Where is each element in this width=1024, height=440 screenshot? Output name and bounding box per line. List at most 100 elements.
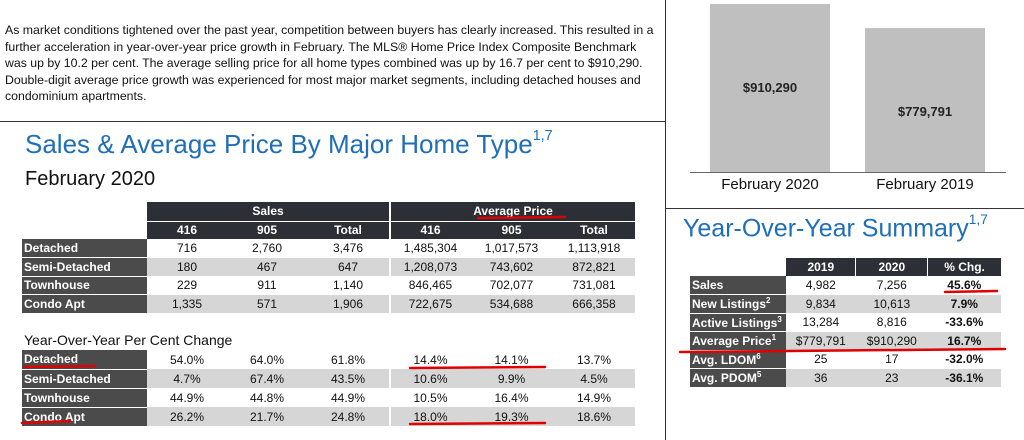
cell: 1,208,073 [389,257,470,276]
row: Semi-Detached 4.7% 67.4% 43.5% 10.6% 9.9% 4.5% [22,369,635,389]
cell: 44.9% [169,390,205,405]
cell: 1,485,304 [389,239,470,258]
cell: 722,675 [389,294,470,313]
label-sup: 2 [766,296,771,306]
row: Avg. LDOM6 25 17 -32.0% [690,350,1001,369]
subtitle: February 2020 [25,168,156,190]
cell: 4.5% [553,369,635,388]
row-label: Semi-Detached [22,257,147,277]
cell: 731,081 [572,278,616,293]
group-header: Sales Average Price [22,202,635,221]
column-header-cell: 416 [147,220,227,239]
summary-table: 2019 2020% Chg. Sales 4,982 7,256 45.6% New Li… [690,258,1001,388]
cell: 534,688 [470,294,553,313]
row-label: Avg. PDOM5 [690,368,786,388]
cell: 13.7% [576,352,612,367]
cell: 10.5% [389,388,470,407]
label-text: New Listings [692,297,767,312]
cell: 9.9% [470,369,553,388]
column-header-cell: 2019 [785,258,856,276]
column-header-cell: 2020 [855,258,928,276]
category-label: February 2020 [721,176,819,193]
cell: 16.4% [494,390,529,405]
row: Average Price1 $779,791 $910,290 16.7% [690,331,1001,351]
column-header: 2019 2020% Chg. [690,258,1001,276]
bar-value-label: $779,791 [898,104,952,119]
row: Active Listings3 13,284 8,816 -33.6% [690,313,1001,332]
cell: 467 [227,257,307,276]
intro-paragraph: As market conditions tightened over the … [5,23,654,104]
column-header-cell: 905 [227,220,307,239]
cell: 43.5% [307,369,390,388]
cell: 25 [814,352,828,367]
row: Semi-Detached 180 467 647 1,208,073 743,602 87… [22,257,635,277]
cell: 44.8% [249,390,285,405]
cell: 61.8% [330,352,366,367]
label-sup: 6 [756,351,761,361]
row-label: Semi-Detached [22,369,147,389]
label-text: Active Listings [692,315,778,330]
row-label: Townhouse [22,388,147,408]
label-text: Avg. LDOM [692,352,757,367]
row: New Listings2 9,834 10,613 7.9% [690,294,1001,314]
row-label: Townhouse [22,276,147,295]
row-label: Average Price1 [690,331,786,351]
label-text: Semi-Detached [24,371,111,386]
cell: 17 [885,352,899,367]
cell: 4.7% [147,369,227,388]
cell: 1,017,573 [484,241,539,256]
cell: 846,465 [389,276,470,295]
cell: 716 [176,241,198,256]
cell: -32.0% [945,352,984,367]
row: Condo Apt 26.2% 21.7% 24.8% 18.0% 19.3% 18.6% [22,407,635,427]
label-text: Semi-Detached [24,259,111,274]
cell: 3,476 [332,241,364,256]
cell: 26.2% [147,407,227,426]
row: Detached 54.0% 64.0% 61.8% 14.4% 14.1% 13.7% [22,350,635,370]
yoy-title: Year-Over-Year Per Cent Change [24,332,233,348]
group-header-cell: Average Price [389,202,635,221]
label-text: Avg. PDOM [692,371,757,386]
cell: $779,791 [785,331,856,350]
row: Townhouse 229 911 1,140 846,465 702,077 731,08… [22,276,635,295]
summary-title: Year-Over-Year Summary1,7 [683,212,988,243]
title-sup: 1,7 [968,212,988,227]
title-text: Sales & Average Price By Major Home Type [25,128,533,159]
label-text: Townhouse [24,278,90,293]
cell: 7,256 [876,278,907,293]
divider [665,0,666,440]
cell: 872,821 [553,257,635,276]
cell: 2,760 [251,241,283,256]
cell: 7.9% [927,294,1001,313]
cell: -36.1% [927,368,1001,387]
divider [0,121,665,122]
cell: 647 [307,257,390,276]
column-header-cell: % Chg. [927,258,1001,276]
cell: 4,982 [805,278,836,293]
cell: 14.1% [494,352,529,367]
cell: 229 [176,278,198,293]
cell: 67.4% [227,369,307,388]
column-header-cell: Total [553,220,635,239]
section-title: Sales & Average Price By Major Home Type… [25,128,553,160]
cell: 8,816 [876,315,907,330]
row-label: Avg. LDOM6 [690,350,786,369]
cell: 23 [855,368,928,387]
label-sup: 5 [756,370,762,380]
bar-chart: $910,290 February 2020 $779,791 February 20… [690,4,1006,193]
cell: 24.8% [307,407,390,426]
cell: 10.6% [389,369,470,388]
cell: 180 [147,257,227,276]
cell: 14.9% [576,390,612,405]
cell: 666,358 [553,294,635,313]
label-text: Sales [692,278,724,292]
column-header: 416 905 Total 416 905 Total [22,220,635,239]
cell: 571 [227,294,307,313]
cell: 16.7% [927,331,1001,350]
sales-table: Sales Average Price 416 905 Total 416 905 Total… [22,202,635,314]
row-label: Detached [22,239,147,258]
row-label: Condo Apt [22,407,147,427]
row: Condo Apt 1,335 571 1,906 722,675 534,688 666,… [22,294,635,314]
label-text: Condo Apt [24,296,85,311]
